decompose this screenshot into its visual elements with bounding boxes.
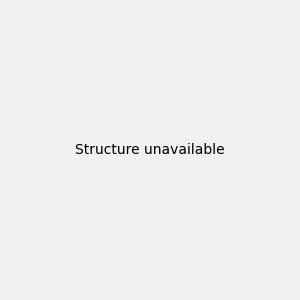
Text: Structure unavailable: Structure unavailable <box>75 143 225 157</box>
